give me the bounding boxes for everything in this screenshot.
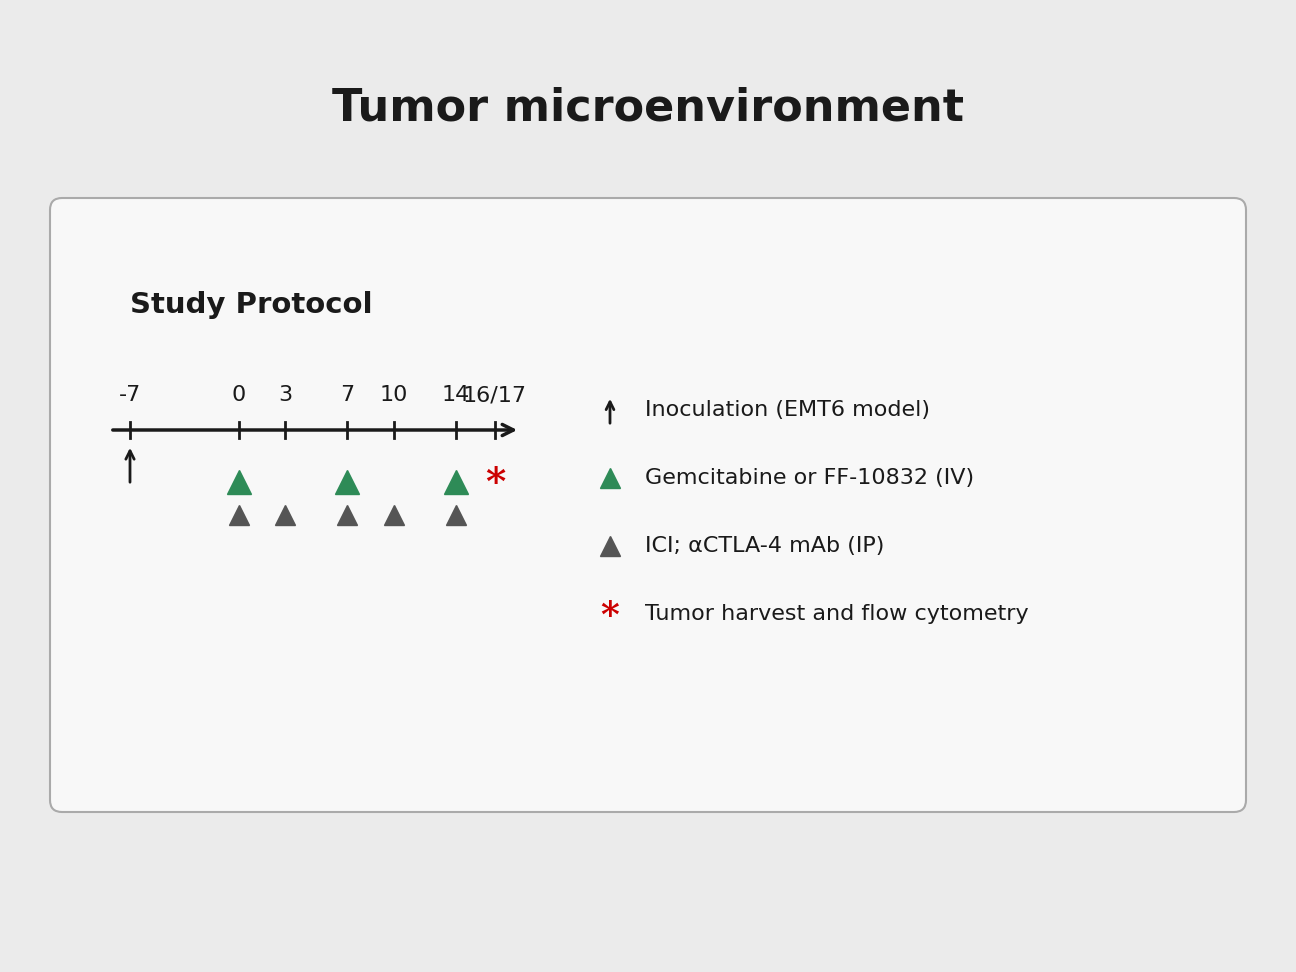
Text: 10: 10 (380, 385, 408, 405)
Text: Inoculation (EMT6 model): Inoculation (EMT6 model) (645, 400, 931, 420)
Text: 7: 7 (341, 385, 355, 405)
Text: Tumor microenvironment: Tumor microenvironment (332, 87, 964, 129)
Text: 16/17: 16/17 (463, 385, 527, 405)
Text: Study Protocol: Study Protocol (130, 291, 373, 319)
Text: *: * (485, 465, 505, 503)
Text: ICI; αCTLA-4 mAb (IP): ICI; αCTLA-4 mAb (IP) (645, 536, 884, 556)
Text: 3: 3 (279, 385, 293, 405)
Text: *: * (600, 599, 619, 633)
Text: -7: -7 (119, 385, 141, 405)
Text: Gemcitabine or FF-10832 (IV): Gemcitabine or FF-10832 (IV) (645, 468, 975, 488)
Text: Tumor harvest and flow cytometry: Tumor harvest and flow cytometry (645, 604, 1029, 624)
Text: 0: 0 (232, 385, 246, 405)
Text: 14: 14 (442, 385, 470, 405)
FancyBboxPatch shape (51, 198, 1245, 812)
